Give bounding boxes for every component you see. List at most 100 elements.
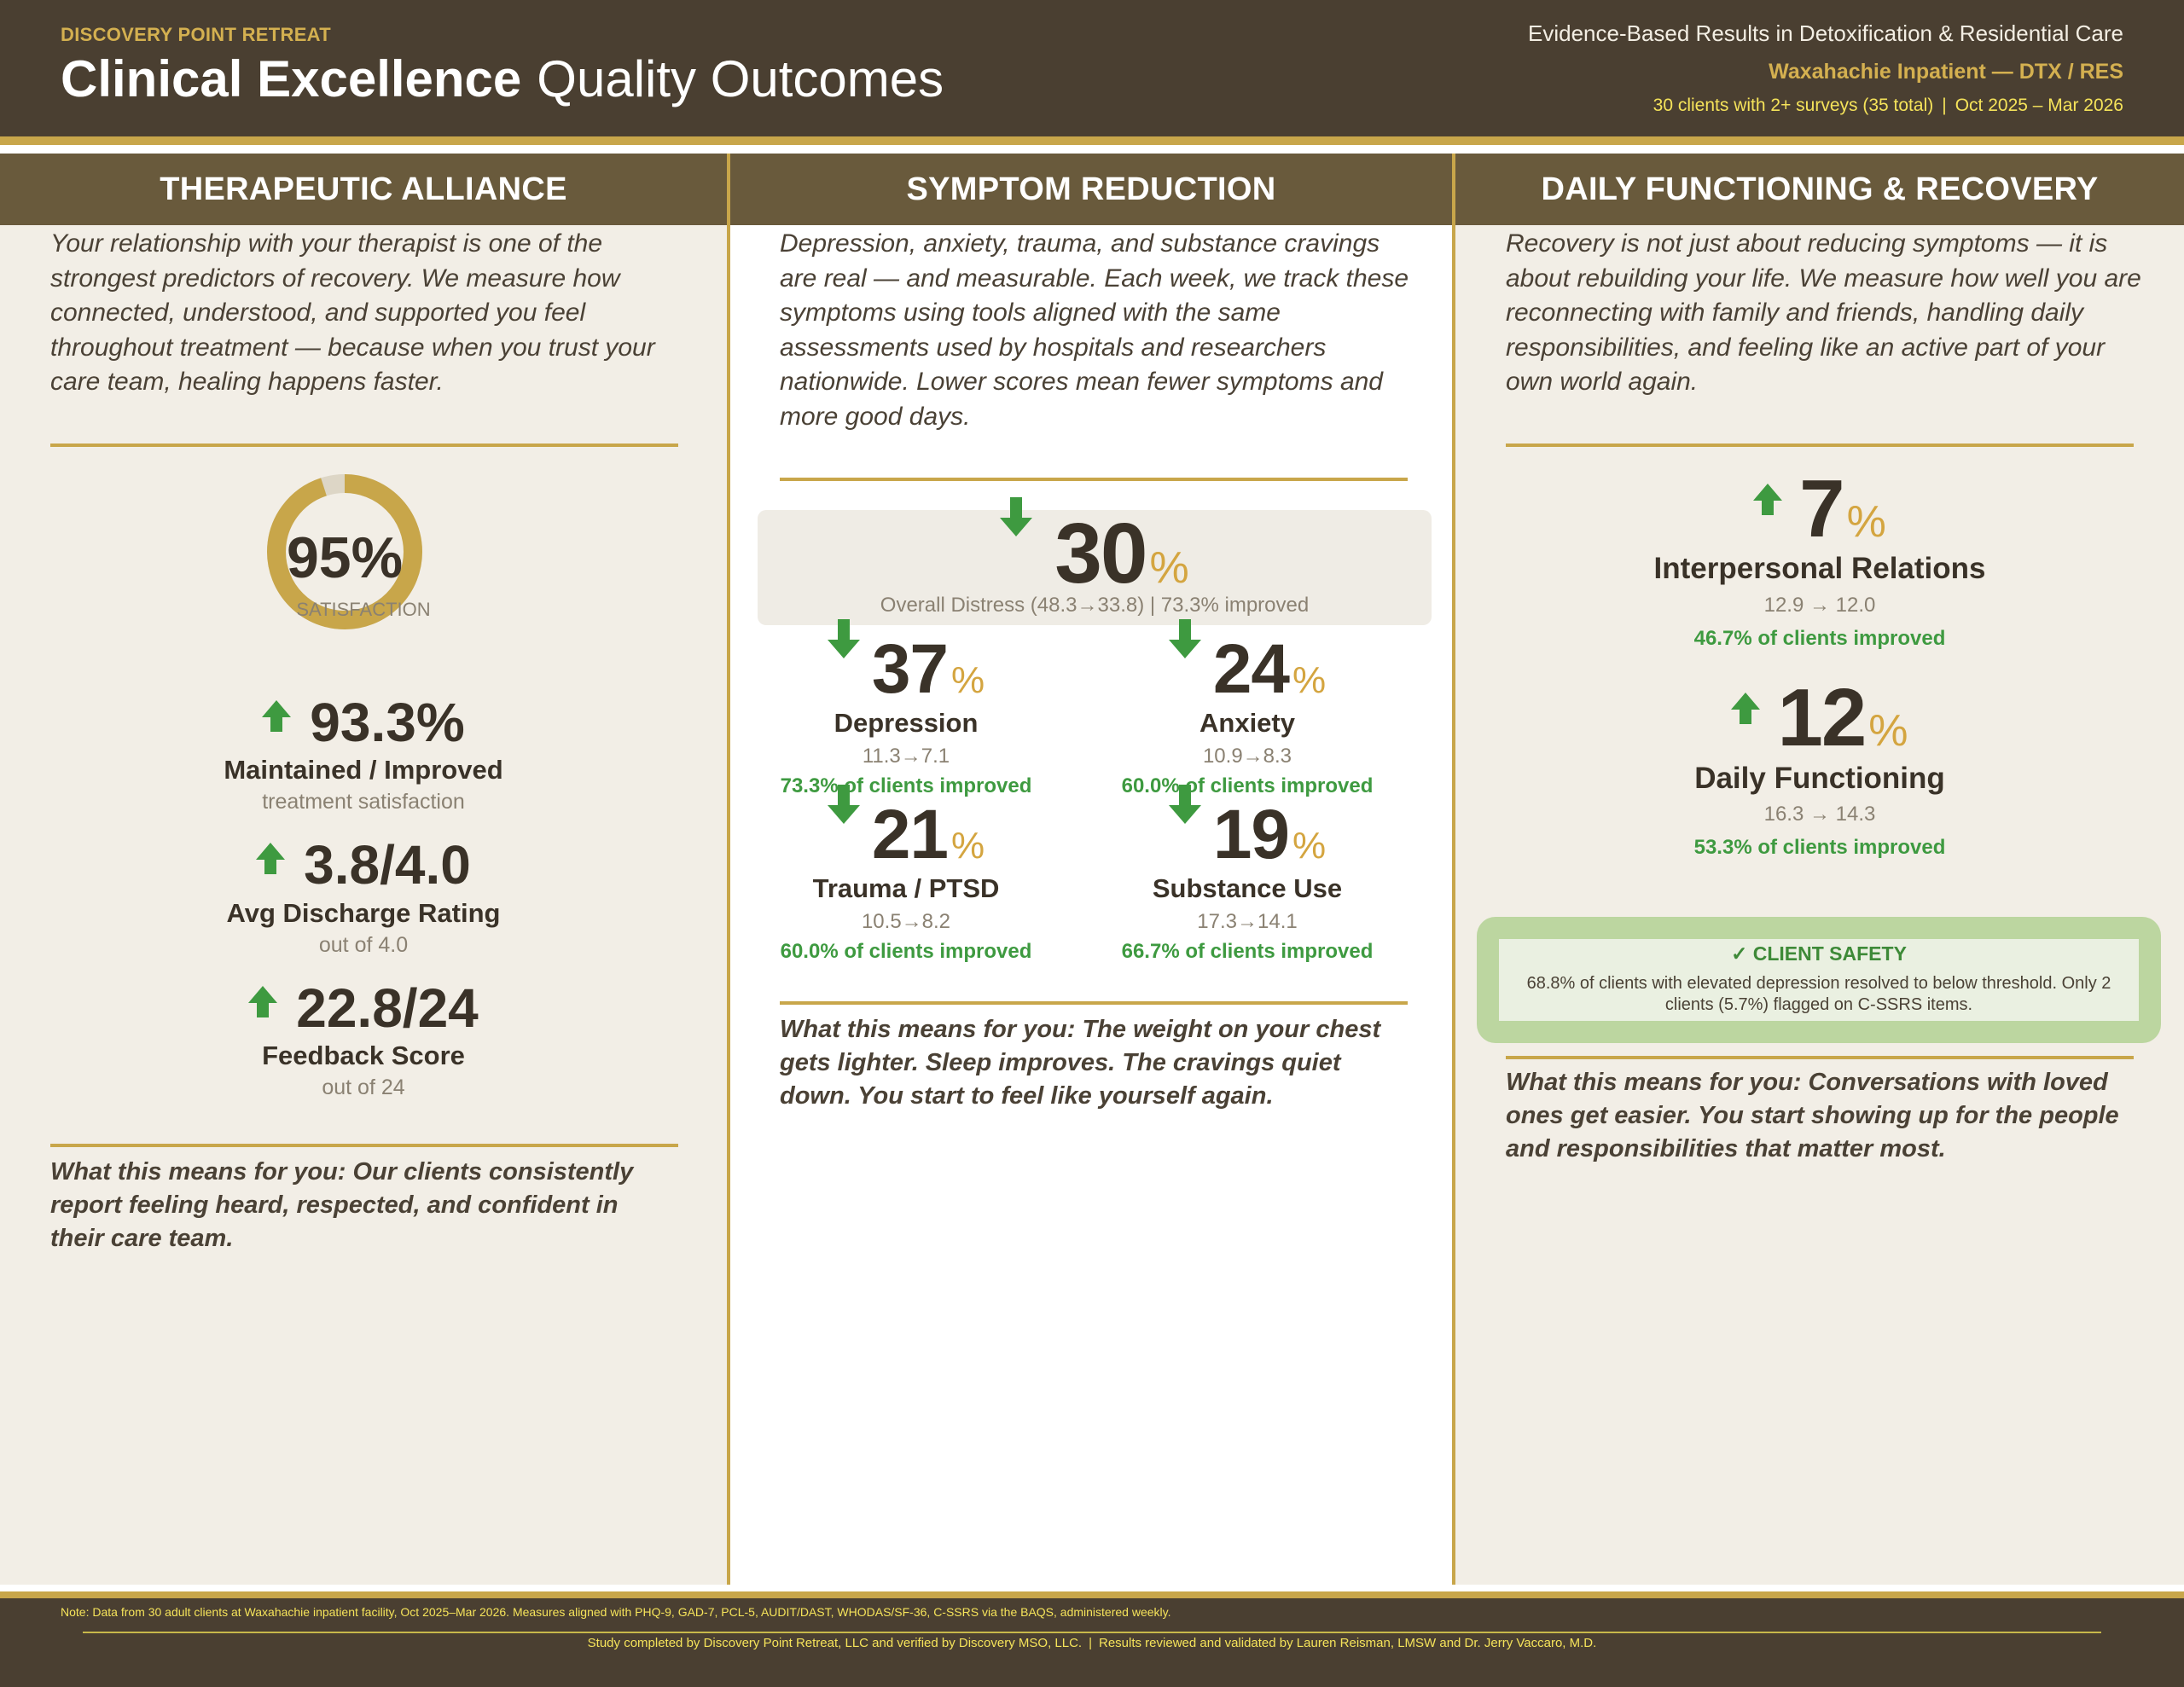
metric-feedback-score: 22.8/24 bbox=[0, 977, 727, 1040]
satisfaction-value: 95% bbox=[286, 525, 404, 590]
separator: | bbox=[1089, 1636, 1092, 1650]
symptom-reduction-section: SYMPTOM REDUCTION Depression, anxiety, t… bbox=[727, 154, 1455, 1585]
percent-value: 30 bbox=[1054, 506, 1147, 601]
percent-value: 21 bbox=[871, 796, 949, 873]
footer-divider bbox=[0, 1591, 2184, 1598]
daily-functioning-title: Daily Functioning bbox=[1694, 762, 1945, 795]
interpersonal-value: 7% bbox=[1455, 462, 2184, 556]
up-arrow-icon bbox=[262, 700, 292, 732]
brand-name: DISCOVERY POINT RETREAT bbox=[61, 24, 331, 45]
metric-discharge-rating: 3.8/4.0 bbox=[0, 833, 727, 896]
daily-functioning-value: 12% bbox=[1455, 671, 2184, 765]
percent-sign: % bbox=[1846, 497, 1886, 547]
percent-value: 19 bbox=[1212, 796, 1290, 873]
metric-subtitle: out of 24 bbox=[322, 1075, 405, 1099]
meaning-text: What this means for you: Conversations w… bbox=[1506, 1069, 2119, 1162]
up-arrow-icon bbox=[1731, 693, 1761, 724]
client-safety-inner: ✓ CLIENT SAFETY 68.8% of clients with el… bbox=[1499, 939, 2139, 1021]
interpersonal-range: 12.9 → 12.0 bbox=[1763, 594, 1876, 617]
overall-distress-detail: Overall Distress (48.3→33.8) | 73.3% imp… bbox=[880, 594, 1310, 617]
client-safety-title: ✓ CLIENT SAFETY bbox=[1731, 942, 1907, 965]
substance-use-value: 19% bbox=[1077, 785, 1418, 875]
percent-value: 24 bbox=[1212, 630, 1290, 708]
daily-functioning-improved: 53.3% of clients improved bbox=[1693, 836, 1946, 859]
down-arrow-icon bbox=[1168, 619, 1201, 658]
down-arrow-icon bbox=[827, 619, 860, 658]
up-arrow-icon bbox=[1753, 484, 1783, 515]
donut-fill bbox=[267, 474, 422, 629]
page-footer bbox=[0, 1598, 2184, 1687]
section-intro: Recovery is not just about reducing symp… bbox=[1506, 229, 2141, 396]
meaning-text: What this means for you: Our clients con… bbox=[50, 1158, 634, 1252]
satisfaction-label: SATISFACTION bbox=[296, 599, 431, 620]
up-arrow-icon bbox=[248, 986, 278, 1017]
credit-study: Study completed by Discovery Point Retre… bbox=[587, 1636, 1083, 1650]
credit-review: Results reviewed and validated by Lauren… bbox=[1099, 1636, 1597, 1650]
divider bbox=[1506, 1056, 2134, 1059]
depression-range: 11.3→7.1 bbox=[862, 745, 950, 768]
footer-credit: Study completed by Discovery Point Retre… bbox=[0, 1636, 2184, 1650]
metric-value: 22.8/24 bbox=[296, 977, 479, 1039]
metric-maintained: 93.3% bbox=[0, 691, 727, 754]
trauma-value: 21% bbox=[735, 785, 1077, 875]
anxiety-improved: 60.0% of clients improved bbox=[1121, 774, 1374, 797]
section-heading: THERAPEUTIC ALLIANCE bbox=[0, 154, 727, 225]
divider bbox=[780, 478, 1408, 481]
sample-size: 30 clients with 2+ surveys (35 total) bbox=[1653, 96, 1934, 115]
trauma-improved: 60.0% of clients improved bbox=[780, 940, 1032, 963]
divider bbox=[780, 1001, 1408, 1005]
up-arrow-icon bbox=[256, 843, 286, 874]
header-facility: Waxahachie Inpatient — DTX / RES bbox=[1769, 60, 2123, 84]
title-light: Quality Outcomes bbox=[537, 50, 944, 107]
down-arrow-icon bbox=[1000, 497, 1033, 536]
section-heading: DAILY FUNCTIONING & RECOVERY bbox=[1455, 154, 2184, 225]
section-heading: SYMPTOM REDUCTION bbox=[730, 154, 1452, 225]
period: Oct 2025 – Mar 2026 bbox=[1955, 96, 2123, 115]
depression-value: 37% bbox=[735, 619, 1077, 710]
percent-sign: % bbox=[951, 659, 985, 701]
interpersonal-improved: 46.7% of clients improved bbox=[1693, 627, 1946, 650]
page-title: Clinical Excellence Quality Outcomes bbox=[61, 49, 944, 108]
footer-rule bbox=[83, 1632, 2101, 1633]
substance-use-title: Substance Use bbox=[1152, 873, 1343, 903]
percent-sign: % bbox=[951, 825, 985, 867]
title-bold: Clinical Excellence bbox=[61, 50, 522, 107]
down-arrow-icon bbox=[827, 785, 860, 824]
metric-title: Feedback Score bbox=[262, 1041, 465, 1070]
meaning-text: What this means for you: The weight on y… bbox=[780, 1016, 1381, 1110]
separator: | bbox=[1942, 96, 1947, 115]
divider bbox=[1506, 443, 2134, 447]
header-sample-info: 30 clients with 2+ surveys (35 total) | Oc… bbox=[1653, 96, 2123, 116]
depression-title: Depression bbox=[834, 708, 979, 738]
satisfaction-donut bbox=[267, 474, 422, 629]
header-tagline: Evidence-Based Results in Detoxification… bbox=[1527, 20, 2123, 46]
percent-sign: % bbox=[1149, 543, 1189, 593]
divider bbox=[50, 1144, 678, 1147]
metric-title: Avg Discharge Rating bbox=[226, 898, 501, 928]
metric-value: 3.8/4.0 bbox=[304, 834, 471, 896]
substance-use-improved: 66.7% of clients improved bbox=[1121, 940, 1374, 963]
header-divider bbox=[0, 136, 2184, 145]
percent-value: 37 bbox=[871, 630, 949, 708]
down-arrow-icon bbox=[1168, 785, 1201, 824]
divider bbox=[50, 443, 678, 447]
section-intro: Your relationship with your therapist is… bbox=[50, 229, 655, 396]
daily-functioning-range: 16.3 → 14.3 bbox=[1763, 803, 1876, 826]
interpersonal-title: Interpersonal Relations bbox=[1653, 552, 1986, 585]
overall-distress-value: 30% bbox=[758, 497, 1432, 603]
percent-value: 7 bbox=[1799, 463, 1844, 554]
trauma-range: 10.5→8.2 bbox=[861, 910, 951, 933]
anxiety-title: Anxiety bbox=[1199, 708, 1295, 738]
client-safety-card: ✓ CLIENT SAFETY 68.8% of clients with el… bbox=[1477, 917, 2161, 1043]
anxiety-value: 24% bbox=[1077, 619, 1418, 710]
footer-note: Note: Data from 30 adult clients at Waxa… bbox=[61, 1605, 1171, 1619]
percent-sign: % bbox=[1868, 706, 1908, 756]
metric-title: Maintained / Improved bbox=[224, 755, 503, 785]
percent-sign: % bbox=[1292, 659, 1327, 701]
overall-distress-card: 30% Overall Distress (48.3→33.8) | 73.3%… bbox=[758, 497, 1432, 625]
therapeutic-alliance-section: THERAPEUTIC ALLIANCE Your relationship w… bbox=[0, 154, 727, 1585]
client-safety-text: 68.8% of clients with elevated depressio… bbox=[1526, 974, 2111, 1014]
substance-use-range: 17.3→14.1 bbox=[1197, 910, 1298, 933]
depression-improved: 73.3% of clients improved bbox=[780, 774, 1032, 797]
page-header bbox=[0, 0, 2184, 136]
